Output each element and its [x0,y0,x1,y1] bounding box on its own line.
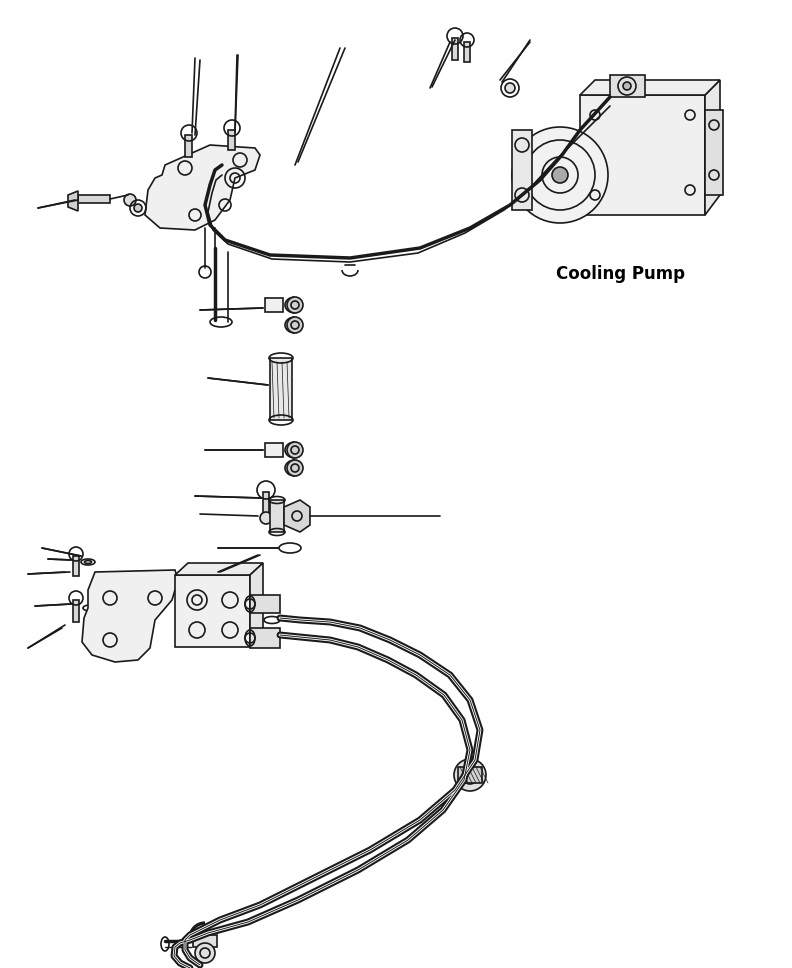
Circle shape [287,297,303,313]
Circle shape [287,460,303,476]
Circle shape [623,82,631,90]
Circle shape [512,127,608,223]
Bar [270,500,284,532]
Bar [464,42,470,62]
Bar [193,935,217,947]
Bar [185,135,192,157]
Bar [610,75,645,97]
Bar [73,556,79,576]
Text: Cooling Pump: Cooling Pump [555,265,684,283]
Bar [705,110,723,195]
Circle shape [287,442,303,458]
Polygon shape [68,191,78,211]
Bar [73,600,79,622]
Bar [512,130,532,210]
Polygon shape [580,80,720,95]
Circle shape [454,759,486,791]
Bar [175,575,250,647]
Bar [228,130,235,150]
Polygon shape [82,570,178,662]
Circle shape [552,167,568,183]
Polygon shape [458,767,482,783]
Bar [250,595,280,613]
Circle shape [124,194,136,206]
Bar [265,443,283,457]
Circle shape [505,83,515,93]
Bar [250,628,280,648]
Bar [265,298,283,312]
Bar [263,492,269,514]
Circle shape [260,512,272,524]
Bar [452,38,458,60]
Circle shape [195,943,215,963]
Polygon shape [705,80,720,215]
Polygon shape [250,563,263,647]
Ellipse shape [85,560,92,563]
Circle shape [134,204,142,212]
Polygon shape [175,563,263,575]
Bar [270,358,292,420]
Circle shape [287,317,303,333]
Polygon shape [145,145,260,230]
Polygon shape [284,500,310,532]
Bar [78,195,110,203]
Bar [580,95,705,215]
Circle shape [466,771,474,779]
